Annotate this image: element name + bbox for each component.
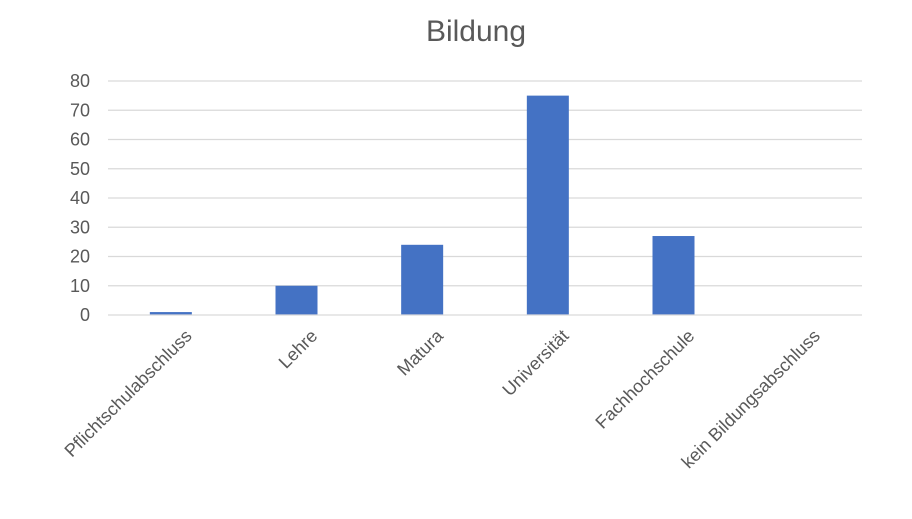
bar xyxy=(149,312,192,315)
y-tick-label: 0 xyxy=(80,305,90,325)
x-tick-label: Lehre xyxy=(275,326,322,373)
bar xyxy=(652,236,695,315)
y-tick-label: 80 xyxy=(70,71,90,91)
x-axis-tick-labels: Pflichtschulabschluss Lehre Matura Universi… xyxy=(61,325,824,472)
y-tick-label: 60 xyxy=(70,130,90,150)
x-tick-label: Matura xyxy=(393,325,447,379)
y-tick-label: 20 xyxy=(70,247,90,267)
chart-title: Bildung xyxy=(426,15,526,48)
y-tick-label: 10 xyxy=(70,276,90,296)
y-tick-label: 30 xyxy=(70,217,90,237)
bar xyxy=(526,95,569,315)
x-tick-label: Universität xyxy=(498,326,572,400)
y-tick-label: 70 xyxy=(70,100,90,120)
y-tick-label: 50 xyxy=(70,159,90,179)
bar xyxy=(275,285,318,315)
gridlines xyxy=(108,80,862,287)
y-axis-tick-labels: 0 10 20 30 40 50 60 70 80 xyxy=(70,71,90,325)
x-tick-label: Pflichtschulabschluss xyxy=(61,326,196,461)
bars xyxy=(149,95,695,315)
x-tick-label: Fachhochschule xyxy=(591,326,698,433)
y-tick-label: 40 xyxy=(70,188,90,208)
bar xyxy=(401,244,444,315)
x-tick-label: kein Bildungsabschluss xyxy=(678,326,824,472)
